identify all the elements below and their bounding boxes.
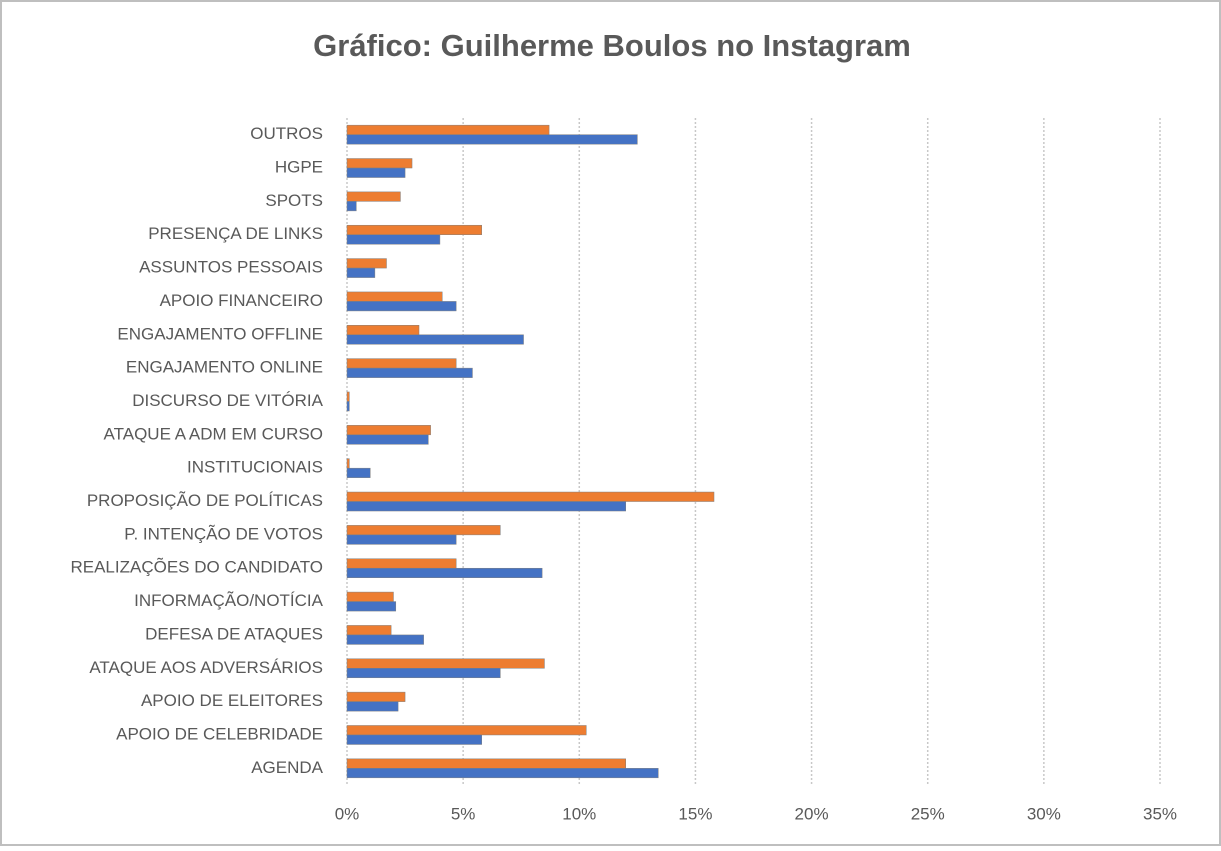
y-tick-label: INSTITUCIONAIS bbox=[187, 458, 323, 477]
x-tick-label: 10% bbox=[562, 804, 596, 823]
y-tick-label: ENGAJAMENTO OFFLINE bbox=[117, 324, 323, 343]
bar bbox=[346, 301, 457, 312]
y-tick-label: ATAQUE AOS ADVERSÁRIOS bbox=[89, 658, 323, 677]
y-tick-label: INFORMAÇÃO/NOTÍCIA bbox=[134, 591, 324, 610]
bar bbox=[346, 501, 626, 512]
bar bbox=[346, 634, 424, 645]
bar bbox=[346, 534, 457, 545]
y-tick-label: DISCURSO DE VITÓRIA bbox=[132, 391, 323, 410]
bar bbox=[346, 334, 524, 345]
y-tick-label: APOIO DE CELEBRIDADE bbox=[116, 724, 323, 743]
y-tick-label: P. INTENÇÃO DE VOTOS bbox=[124, 524, 323, 543]
bar bbox=[346, 391, 350, 402]
y-tick-label: OUTROS bbox=[250, 124, 323, 143]
bar bbox=[346, 167, 406, 178]
chart-title: Gráfico: Guilherme Boulos no Instagram bbox=[313, 28, 911, 63]
bar bbox=[346, 325, 420, 336]
bar bbox=[346, 734, 482, 745]
bar bbox=[346, 567, 543, 578]
bar bbox=[346, 558, 457, 569]
bar bbox=[346, 658, 545, 669]
x-tick-label: 5% bbox=[451, 804, 476, 823]
x-tick-label: 35% bbox=[1143, 804, 1177, 823]
bar bbox=[346, 124, 550, 135]
x-tick-label: 15% bbox=[678, 804, 712, 823]
y-tick-label: ATAQUE A ADM EM CURSO bbox=[104, 424, 323, 443]
bar bbox=[346, 467, 371, 478]
y-tick-label: APOIO FINANCEIRO bbox=[160, 291, 323, 310]
x-tick-label: 0% bbox=[335, 804, 360, 823]
bar bbox=[346, 358, 457, 369]
x-tick-label: 25% bbox=[911, 804, 945, 823]
y-tick-label: DEFESA DE ATAQUES bbox=[145, 624, 323, 643]
bar bbox=[346, 201, 357, 212]
bar bbox=[346, 525, 501, 536]
y-tick-label: SPOTS bbox=[265, 191, 323, 210]
bar bbox=[346, 725, 587, 736]
bar bbox=[346, 768, 659, 779]
bar bbox=[346, 134, 638, 145]
y-tick-label: AGENDA bbox=[251, 758, 323, 777]
y-tick-label: HGPE bbox=[275, 158, 323, 177]
bar bbox=[346, 267, 376, 278]
bar bbox=[346, 234, 441, 245]
bar bbox=[346, 591, 394, 602]
bar bbox=[346, 224, 482, 235]
bar bbox=[346, 691, 406, 702]
bar bbox=[346, 601, 397, 612]
y-tick-label: PRESENÇA DE LINKS bbox=[148, 224, 323, 243]
y-tick-label: ENGAJAMENTO ONLINE bbox=[126, 358, 323, 377]
y-tick-label: REALIZAÇÕES DO CANDIDATO bbox=[70, 558, 323, 577]
bar bbox=[346, 258, 387, 269]
bar bbox=[346, 701, 399, 712]
bar bbox=[346, 758, 626, 769]
bar bbox=[346, 434, 429, 445]
x-tick-label: 30% bbox=[1027, 804, 1061, 823]
bar bbox=[346, 458, 350, 469]
bar bbox=[346, 425, 431, 436]
bar bbox=[346, 625, 392, 636]
x-tick-label: 20% bbox=[795, 804, 829, 823]
y-tick-label: PROPOSIÇÃO DE POLÍTICAS bbox=[87, 491, 323, 510]
y-tick-label: ASSUNTOS PESSOAIS bbox=[139, 258, 323, 277]
y-tick-label: APOIO DE ELEITORES bbox=[141, 691, 323, 710]
bar bbox=[346, 291, 443, 302]
bar bbox=[346, 158, 413, 169]
bar bbox=[346, 367, 473, 378]
bar bbox=[346, 491, 715, 502]
bar bbox=[346, 191, 401, 202]
bar bbox=[346, 401, 350, 412]
bar bbox=[346, 668, 501, 679]
